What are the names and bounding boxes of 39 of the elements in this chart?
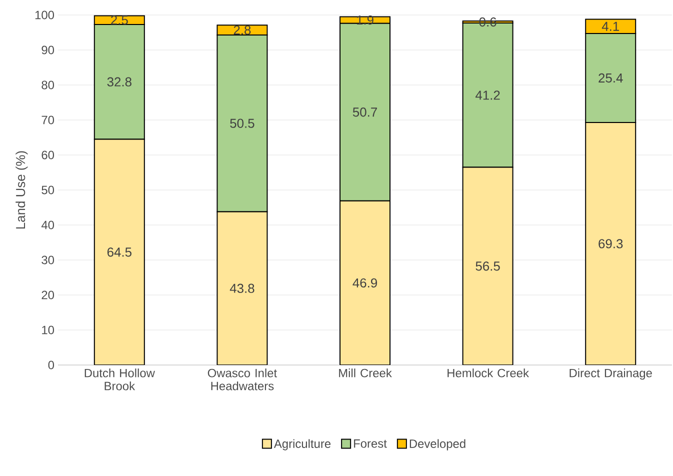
data-label: 50.7 <box>352 108 377 117</box>
bar <box>462 166 514 365</box>
y-tick-label: 60 <box>42 150 54 160</box>
data-label: 64.5 <box>107 248 132 257</box>
y-tick-label: 100 <box>35 10 54 20</box>
data-label: 25.4 <box>598 73 623 83</box>
bar <box>216 211 268 365</box>
y-tick-label: 10 <box>42 326 54 334</box>
data-label: 43.8 <box>230 284 254 293</box>
y-tick-label: 90 <box>42 46 54 54</box>
legend-label: Developed <box>410 439 466 450</box>
x-tick-label: Direct Drainage <box>570 368 652 380</box>
data-label: 56.5 <box>476 262 500 271</box>
y-tick-label: 20 <box>42 290 54 300</box>
legend-label: Forest <box>354 439 387 448</box>
data-label: 0.6 <box>479 17 496 27</box>
y-tick-label: 80 <box>42 80 54 90</box>
legend-label: Agriculture <box>274 439 331 450</box>
data-label: 2.8 <box>234 25 251 35</box>
x-tick-label: Hemlock Creek <box>448 368 529 378</box>
data-label: 32.8 <box>107 77 132 86</box>
bar <box>585 122 636 365</box>
y-tick-label: 30 <box>42 256 54 264</box>
data-label: 41.2 <box>476 90 500 100</box>
x-tick-label: Mill Creek <box>339 368 392 378</box>
y-tick-label: 50 <box>42 186 54 194</box>
data-label: 2.5 <box>111 15 128 25</box>
data-label: 4.1 <box>602 22 619 31</box>
data-label: 69.3 <box>598 239 623 248</box>
y-tick-label: 70 <box>42 116 54 124</box>
data-label: 50.5 <box>230 118 254 128</box>
x-tick-label: Owasco Inlet Headwaters <box>208 368 277 390</box>
bar <box>94 138 145 365</box>
x-tick-label: Dutch Hollow Brook <box>84 368 155 390</box>
y-axis-title: Land Use (%) <box>16 151 28 229</box>
bar <box>340 200 391 365</box>
y-tick-label: 40 <box>41 220 54 230</box>
y-tick-label: 0 <box>48 360 54 370</box>
data-label: 46.9 <box>352 278 377 288</box>
